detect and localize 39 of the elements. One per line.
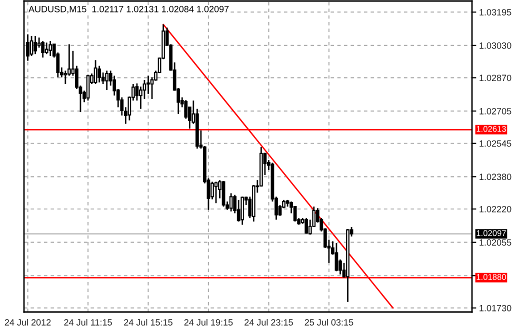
y-tick-label: 1.01730	[480, 304, 512, 312]
ref-line-label: 1.02613	[476, 126, 506, 132]
y-tick-label: 1.03195	[480, 9, 512, 16]
candlestick	[293, 205, 297, 222]
y-tick-label: 1.02380	[480, 174, 512, 180]
chart-title: AUDUSD,M15 1.02117 1.02131 1.02084 1.02097	[28, 6, 229, 14]
ref-line-label: 1.02097	[476, 230, 506, 236]
y-tick-label: 1.02545	[480, 140, 512, 147]
y-tick-label: 1.02870	[480, 74, 512, 82]
candlestick	[334, 242, 338, 272]
candlestick	[98, 65, 101, 84]
candlestick	[184, 99, 188, 120]
candlestick	[105, 70, 109, 91]
y-tick-label: 1.03030	[480, 42, 512, 49]
x-tick-label: 24 Jul 19:15	[184, 318, 233, 326]
y-tick-label: 1.02055	[480, 239, 512, 246]
x-tick-label: 24 Jul 2012	[4, 318, 51, 326]
candlestick	[229, 192, 233, 212]
y-tick-label: 1.02705	[480, 108, 512, 114]
candlestick	[210, 181, 214, 200]
candlestick	[304, 217, 308, 234]
candlestick	[44, 42, 48, 55]
candlestick	[30, 35, 34, 57]
candlestick	[34, 35, 37, 55]
x-tick-label: 24 Jul 15:15	[124, 318, 172, 326]
candlestick	[236, 199, 240, 222]
candlestick	[222, 180, 226, 208]
x-tick-label: 24 Jul 11:15	[64, 318, 112, 326]
candlestick	[240, 196, 244, 226]
candlestick	[146, 75, 150, 95]
x-tick-label: 24 Jul 23:15	[244, 318, 293, 326]
candlestick	[48, 40, 52, 57]
candlestick	[214, 181, 218, 204]
candlestick	[41, 40, 45, 58]
ref-line-label: 1.01880	[476, 274, 506, 280]
x-tick-label: 25 Jul 03:15	[304, 318, 354, 326]
candlestick	[86, 74, 90, 102]
candlestick	[94, 59, 98, 85]
y-tick-label: 1.02220	[480, 206, 512, 212]
